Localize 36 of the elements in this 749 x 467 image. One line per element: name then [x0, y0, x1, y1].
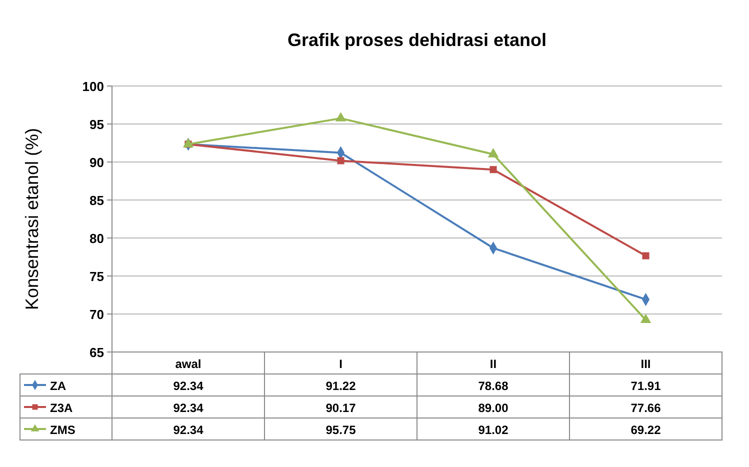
legend-label: ZMS — [50, 423, 76, 437]
x-tick-label: II — [490, 357, 497, 371]
y-tick-label: 90 — [90, 155, 104, 170]
data-label: 92.34 — [173, 423, 204, 437]
data-label: 77.66 — [630, 401, 662, 415]
y-axis-title: Konsentrasi etanol (%) — [22, 128, 42, 310]
data-label: 91.22 — [326, 379, 356, 393]
data-label: 78.68 — [478, 379, 509, 393]
data-label: 92.34 — [173, 379, 204, 393]
y-tick-label: 75 — [90, 269, 104, 284]
point — [640, 314, 652, 324]
y-tick-label: 100 — [82, 79, 104, 94]
point — [642, 252, 650, 260]
point — [488, 148, 499, 158]
data-label: 71.91 — [630, 379, 662, 393]
data-label: 90.17 — [326, 401, 356, 415]
point — [337, 157, 344, 164]
data-label: 91.02 — [478, 423, 509, 437]
data-label: 69.22 — [630, 423, 662, 437]
x-tick-label: I — [339, 357, 342, 371]
chart-title: Grafik proses dehidrasi etanol — [287, 30, 547, 50]
y-tick-label: 80 — [90, 231, 104, 246]
point — [335, 112, 346, 122]
legend-label: ZA — [50, 379, 66, 393]
x-tick-label: III — [640, 357, 651, 371]
y-tick-label: 70 — [90, 307, 104, 322]
y-tick-label: 65 — [90, 345, 104, 360]
point — [490, 166, 497, 174]
point — [182, 138, 194, 148]
data-label: 95.75 — [326, 423, 356, 437]
data-label: 92.34 — [173, 401, 204, 415]
x-tick-label: awal — [175, 357, 202, 371]
data-label: 89.00 — [478, 401, 509, 415]
legend-label: Z3A — [50, 401, 74, 415]
y-tick-label: 85 — [90, 193, 104, 208]
y-tick-label: 95 — [90, 117, 104, 132]
